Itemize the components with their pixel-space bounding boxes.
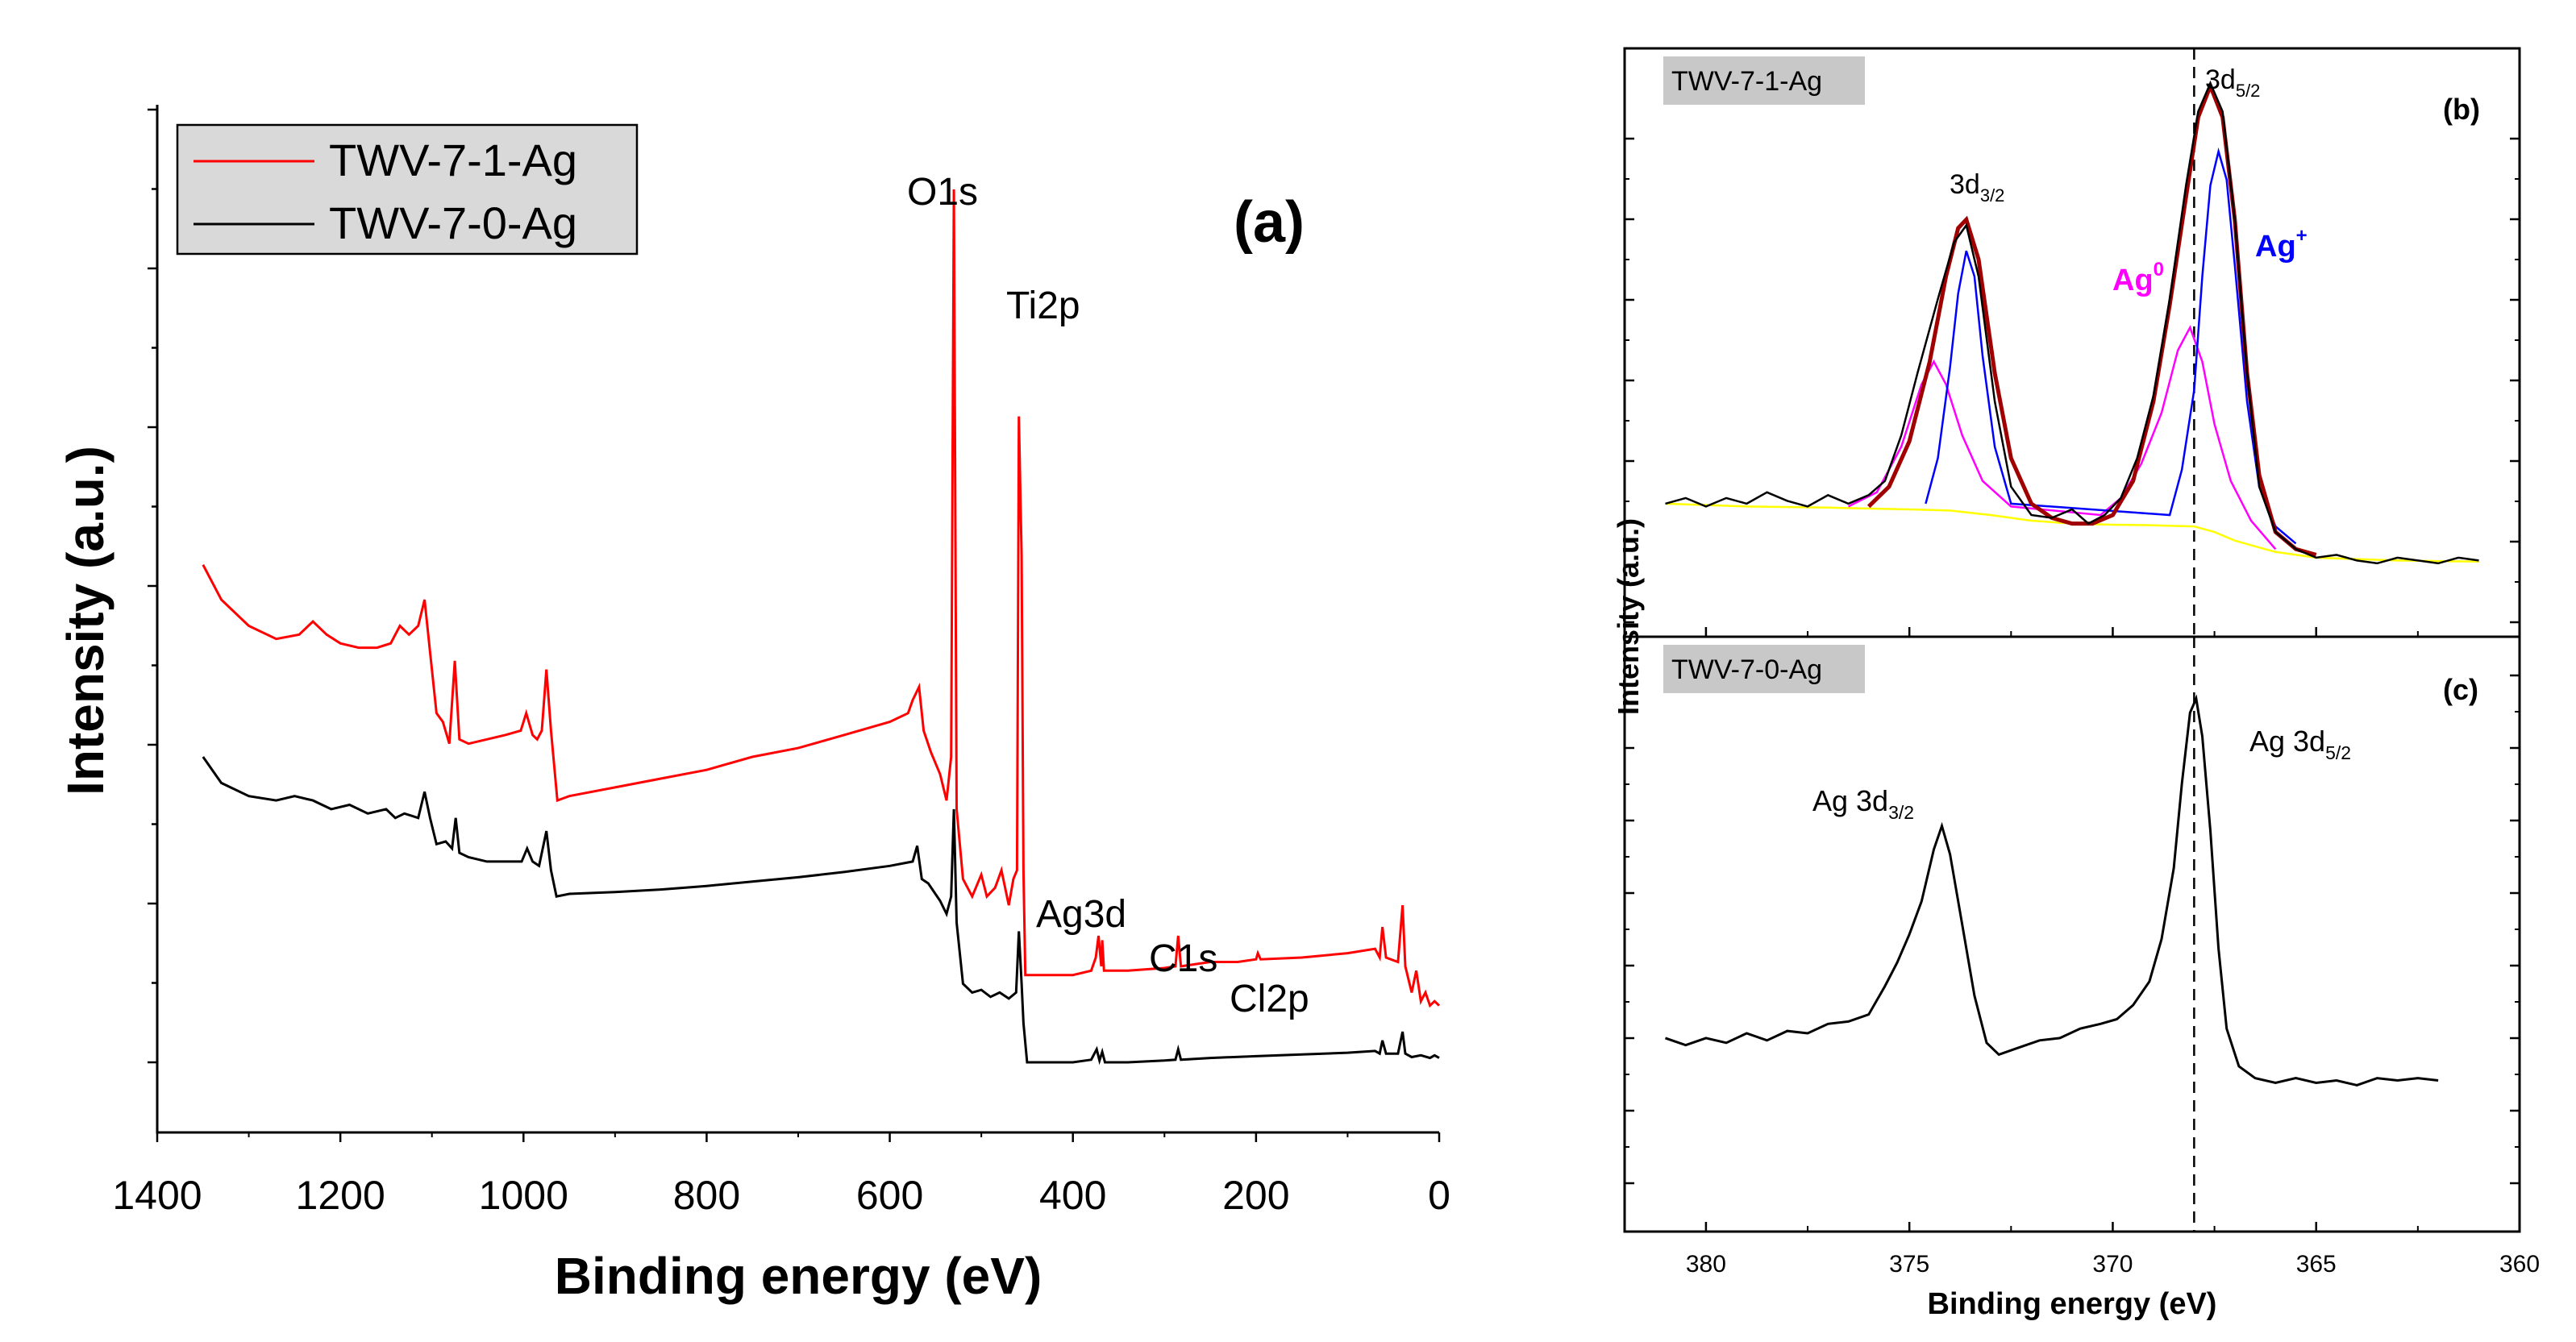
panel-b-fit-envelope (1866, 80, 2317, 557)
panel-a-legend: TWV-7-1-Ag TWV-7-0-Ag (176, 123, 639, 256)
panel-b-ag3d-twv-7-1-ag: TWV-7-1-Ag (b) 3d3/2 3d5/2 Ag0 Ag+ (1623, 47, 2521, 638)
x-tick-label: 370 (2092, 1251, 2133, 1278)
annotation-ti2p: Ti2p (1006, 285, 1080, 327)
panel-a-series-twv-7-1-ag (202, 189, 1441, 1008)
panel-b-sample-label: TWV-7-1-Ag (1671, 66, 1822, 97)
x-tick-label: 0 (1428, 1173, 1450, 1218)
panel-b-raw-spectrum (1665, 81, 2479, 565)
panel-a-series-twv-7-0-ag (202, 756, 1440, 1066)
panel-b-ticks (1625, 137, 2521, 637)
species-label-ag0: Ag0 (2112, 259, 2164, 297)
panel-a-x-ticks (156, 1132, 1441, 1142)
x-tick-label: 365 (2296, 1251, 2337, 1278)
x-tick-label: 360 (2499, 1251, 2540, 1278)
annotation-c1s: C1s (1149, 937, 1217, 980)
panel-a-y-ticks (148, 108, 157, 1064)
panel-b-sample-tag (1663, 56, 1865, 105)
annotation-ag3d: Ag3d (1036, 893, 1126, 936)
panel-b-frame (1623, 47, 2521, 638)
x-tick-label: 1400 (112, 1173, 202, 1218)
legend-box (176, 123, 639, 256)
panel-a-survey-spectrum: 1400 1200 1000 800 600 400 200 0 TWV-7-1-Ag TWV… (56, 105, 1450, 1305)
panel-c-sample-label: TWV-7-0-Ag (1671, 654, 1822, 685)
x-tick-label: 800 (673, 1173, 740, 1218)
x-tick-label: 380 (1686, 1251, 1726, 1278)
x-tick-label: 600 (856, 1173, 923, 1218)
annotation-o1s: O1s (907, 171, 978, 214)
panel-c-label: (c) (2443, 673, 2478, 706)
panel-b-label: (b) (2443, 93, 2480, 126)
x-tick-label: 375 (1889, 1251, 1929, 1278)
panel-b-ag0-component (1847, 325, 2277, 551)
panel-a-x-tick-labels: 1400 1200 1000 800 600 400 200 0 (112, 1173, 1450, 1218)
panel-c-ticks (1625, 674, 2521, 1232)
panel-b-ag-plus-component (1925, 147, 2297, 545)
panel-c-sample-tag (1663, 645, 1865, 693)
x-tick-label: 1000 (479, 1173, 568, 1218)
legend-label-twv-7-0-ag: TWV-7-0-Ag (329, 197, 577, 248)
panel-c-spectrum (1665, 694, 2439, 1086)
species-label-ag-plus: Ag+ (2255, 225, 2308, 264)
x-tick-label: 400 (1039, 1173, 1106, 1218)
panel-a-y-axis-title: Intensity (a.u.) (56, 446, 114, 796)
peak-label-3d-5-2: 3d5/2 (2205, 64, 2260, 101)
legend-label-twv-7-1-ag: TWV-7-1-Ag (329, 135, 577, 185)
panel-a-label: (a) (1234, 190, 1305, 255)
peak-label-3d-3-2: 3d3/2 (1950, 169, 2004, 206)
panel-a-x-axis-title: Binding energy (eV) (555, 1247, 1042, 1305)
peak-label-ag-3d-5-2: Ag 3d5/2 (2249, 725, 2351, 763)
panel-bc-y-axis-title: Intensity (a.u.) (1612, 518, 1645, 715)
x-tick-label: 200 (1222, 1173, 1289, 1218)
peak-label-ag-3d-3-2: Ag 3d3/2 (1812, 784, 1914, 823)
panel-c-x-tick-labels: 380 375 370 365 360 (1686, 1251, 2540, 1278)
panel-c-ag3d-twv-7-0-ag: 380 375 370 365 360 TWV-7-0-Ag (c) Ag 3d3/2 … (1612, 518, 2540, 1321)
x-tick-label: 1200 (296, 1173, 385, 1218)
panel-c-x-axis-title: Binding energy (eV) (1928, 1287, 2217, 1321)
annotation-cl2p: Cl2p (1230, 978, 1309, 1020)
panel-c-frame (1623, 635, 2521, 1233)
panel-b-background-curve (1665, 502, 2479, 563)
